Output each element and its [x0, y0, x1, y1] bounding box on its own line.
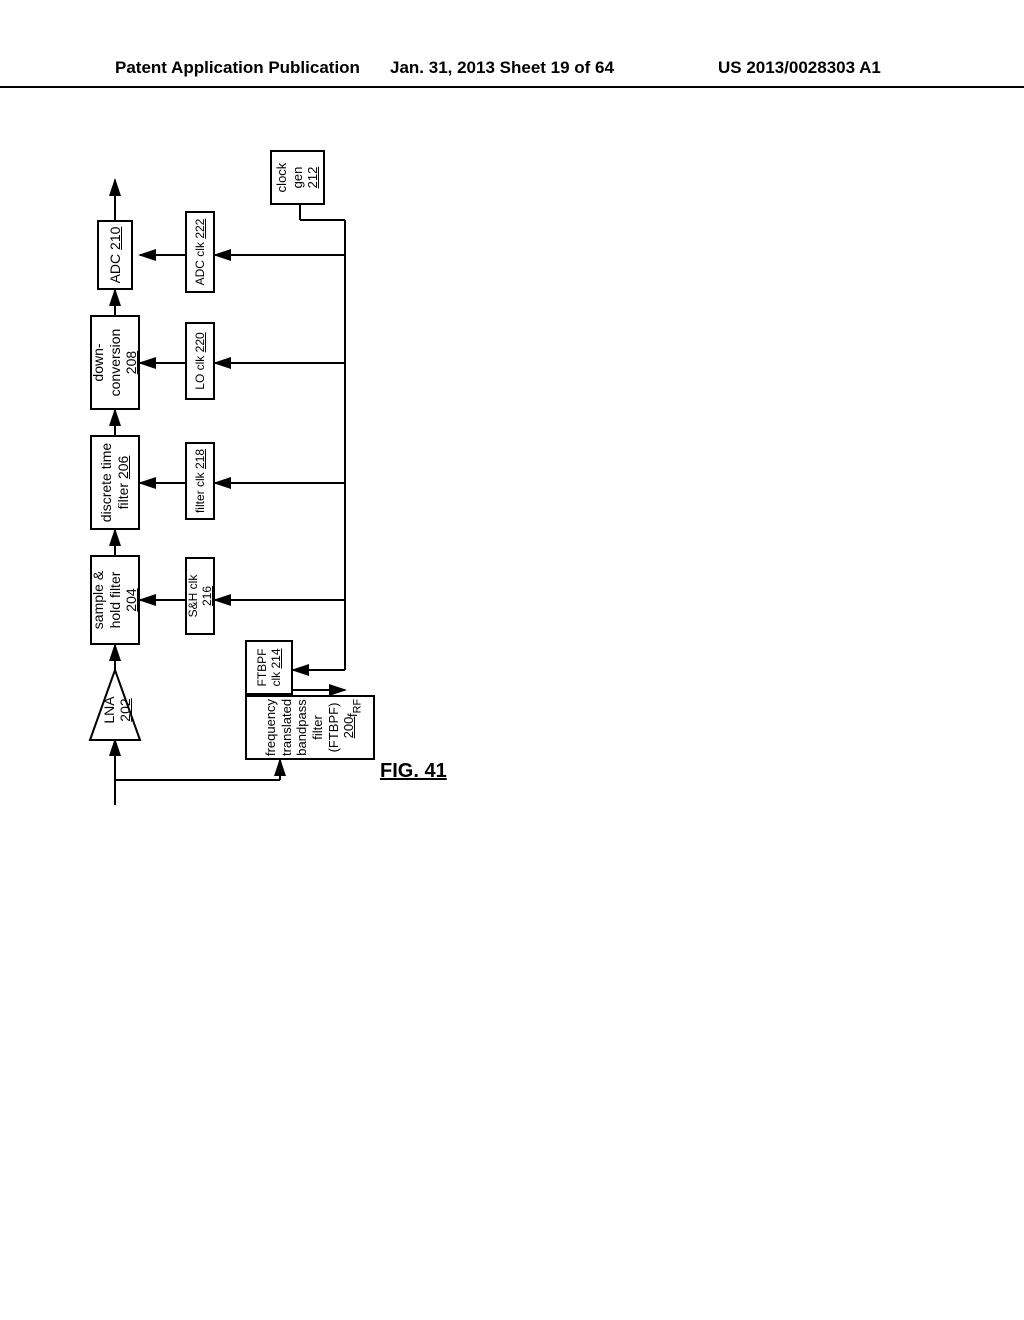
frf-sub: RF: [352, 699, 364, 713]
lna-block: LNA 202: [101, 685, 133, 735]
ftbpfclk-l2: clk: [269, 672, 283, 687]
dt-line1: discrete time: [98, 443, 115, 522]
clk-l1: clock: [274, 163, 290, 193]
adc-clk-block: ADC clk 222: [185, 211, 215, 293]
dc-ref: 208: [123, 351, 139, 374]
adcclk-label: ADC clk: [193, 242, 207, 285]
lna-label: LNA: [101, 696, 117, 723]
ftbpfclk-ref: 214: [269, 648, 283, 668]
adcclk-ref: 222: [193, 219, 207, 239]
loclk-label: LO clk: [193, 356, 207, 390]
dt-line2: filter: [115, 483, 131, 509]
clock-gen-block: clock gen 212: [270, 150, 325, 205]
sh-clk-block: S&H clk 216: [185, 557, 215, 635]
figure-caption: FIG. 41: [380, 760, 447, 783]
header-left: Patent Application Publication: [115, 58, 360, 78]
ftbpfclk-l1: FTBPF: [255, 649, 269, 687]
frf-f: f: [345, 713, 360, 717]
down-conversion-block: down- conversion 208: [90, 315, 140, 410]
header-center: Jan. 31, 2013 Sheet 19 of 64: [390, 58, 614, 78]
ftbpf-l2: bandpass filter: [294, 699, 325, 755]
filter-clk-block: filter clk 218: [185, 442, 215, 520]
ftbpf-ref: 200: [341, 717, 356, 739]
dc-line2: conversion: [107, 329, 123, 397]
discrete-time-filter-block: discrete time filter 206: [90, 435, 140, 530]
loclk-ref: 220: [193, 332, 207, 352]
block-diagram: LNA 202 sample & hold filter 204 discret…: [45, 275, 705, 725]
adc-label: ADC: [107, 254, 123, 284]
ftbpf-l3: (FTBPF): [326, 703, 341, 753]
filtclk-ref: 218: [193, 449, 207, 469]
header-right: US 2013/0028303 A1: [718, 58, 881, 78]
page-header: Patent Application Publication Jan. 31, …: [0, 48, 1024, 88]
frf-label: fRF: [345, 699, 364, 717]
filtclk-label: filter clk: [193, 472, 207, 513]
clk-l2: gen: [290, 167, 305, 189]
shclk-ref: 216: [200, 586, 214, 606]
sh-line2: hold filter: [107, 572, 123, 629]
sh-line1: sample &: [90, 571, 107, 629]
sample-hold-block: sample & hold filter 204: [90, 555, 140, 645]
ftbpf-l1: frequency translated: [263, 699, 294, 756]
ftbpf-clk-block: FTBPF clk 214: [245, 640, 293, 695]
adc-block: ADC 210: [97, 220, 133, 290]
lna-ref: 202: [117, 698, 133, 721]
adc-ref: 210: [107, 227, 123, 250]
dt-ref: 206: [115, 456, 131, 479]
sh-ref: 204: [123, 588, 139, 611]
dc-line1: down-: [90, 343, 107, 381]
clk-ref: 212: [305, 167, 320, 189]
shclk-label: S&H clk: [186, 575, 200, 618]
diagram-wires: [45, 275, 705, 725]
page: Patent Application Publication Jan. 31, …: [0, 0, 1024, 1320]
lo-clk-block: LO clk 220: [185, 322, 215, 400]
